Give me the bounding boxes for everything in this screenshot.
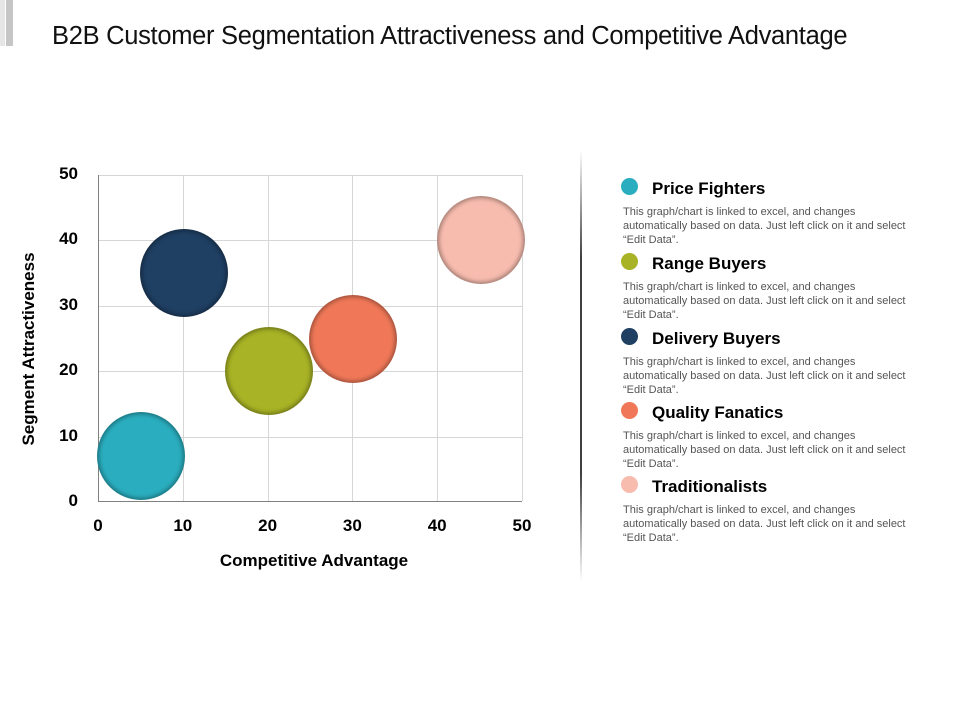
y-tick-label: 50 — [59, 164, 78, 183]
x-tick-label: 10 — [173, 516, 193, 535]
gridline-vertical — [437, 175, 439, 501]
x-tick-label: 50 — [512, 516, 532, 535]
gridline-horizontal — [99, 305, 522, 307]
legend-description: This graph/chart is linked to excel, and… — [623, 504, 906, 544]
gridline-vertical — [522, 175, 523, 501]
legend-dot-icon — [621, 476, 638, 493]
gridline-horizontal — [99, 240, 522, 242]
x-axis-label: Competitive Advantage — [219, 551, 409, 570]
corner-decoration — [0, 0, 5, 46]
legend-description: This graph/chart is linked to excel, and… — [623, 356, 906, 396]
plot-area[interactable] — [97, 175, 525, 502]
legend-name: Traditionalists — [652, 477, 768, 496]
legend-name: Quality Fanatics — [652, 403, 784, 422]
legend-name: Price Fighters — [652, 179, 766, 198]
legend-name: Delivery Buyers — [652, 329, 781, 348]
legend-description: This graph/chart is linked to excel, and… — [623, 281, 906, 321]
gridline-horizontal — [99, 175, 522, 176]
x-tick-label: 20 — [258, 516, 278, 535]
corner-decoration — [6, 0, 13, 46]
page-title: B2B Customer Segmentation Attractiveness… — [52, 22, 848, 50]
y-tick-label: 0 — [68, 491, 78, 510]
legend-dot-icon — [621, 402, 638, 419]
y-axis-label: Segment Attractiveness — [19, 252, 38, 446]
x-tick-label: 30 — [342, 516, 362, 535]
bubble-range-buyers[interactable] — [224, 327, 313, 416]
legend-dot-icon — [621, 328, 638, 345]
gridline-horizontal — [99, 436, 522, 438]
y-tick-label: 20 — [59, 360, 78, 380]
x-tick-label: 0 — [93, 516, 103, 535]
legend-name: Range Buyers — [652, 254, 767, 273]
y-tick-label: 10 — [59, 425, 78, 445]
legend-description: This graph/chart is linked to excel, and… — [623, 430, 906, 470]
x-tick-label: 40 — [427, 516, 447, 535]
divider — [580, 150, 582, 582]
bubble-traditionalists[interactable] — [436, 196, 525, 285]
bubble-delivery-buyers[interactable] — [139, 229, 228, 318]
legend-dot-icon — [621, 253, 638, 270]
legend-description: This graph/chart is linked to excel, and… — [623, 206, 906, 246]
y-tick-label: 40 — [59, 229, 78, 249]
y-tick-label: 30 — [59, 294, 78, 314]
bubble-quality-fanatics[interactable] — [309, 294, 398, 383]
gridline-vertical — [182, 175, 184, 501]
bubble-price-fighters[interactable] — [97, 412, 186, 501]
legend-dot-icon — [621, 178, 638, 195]
